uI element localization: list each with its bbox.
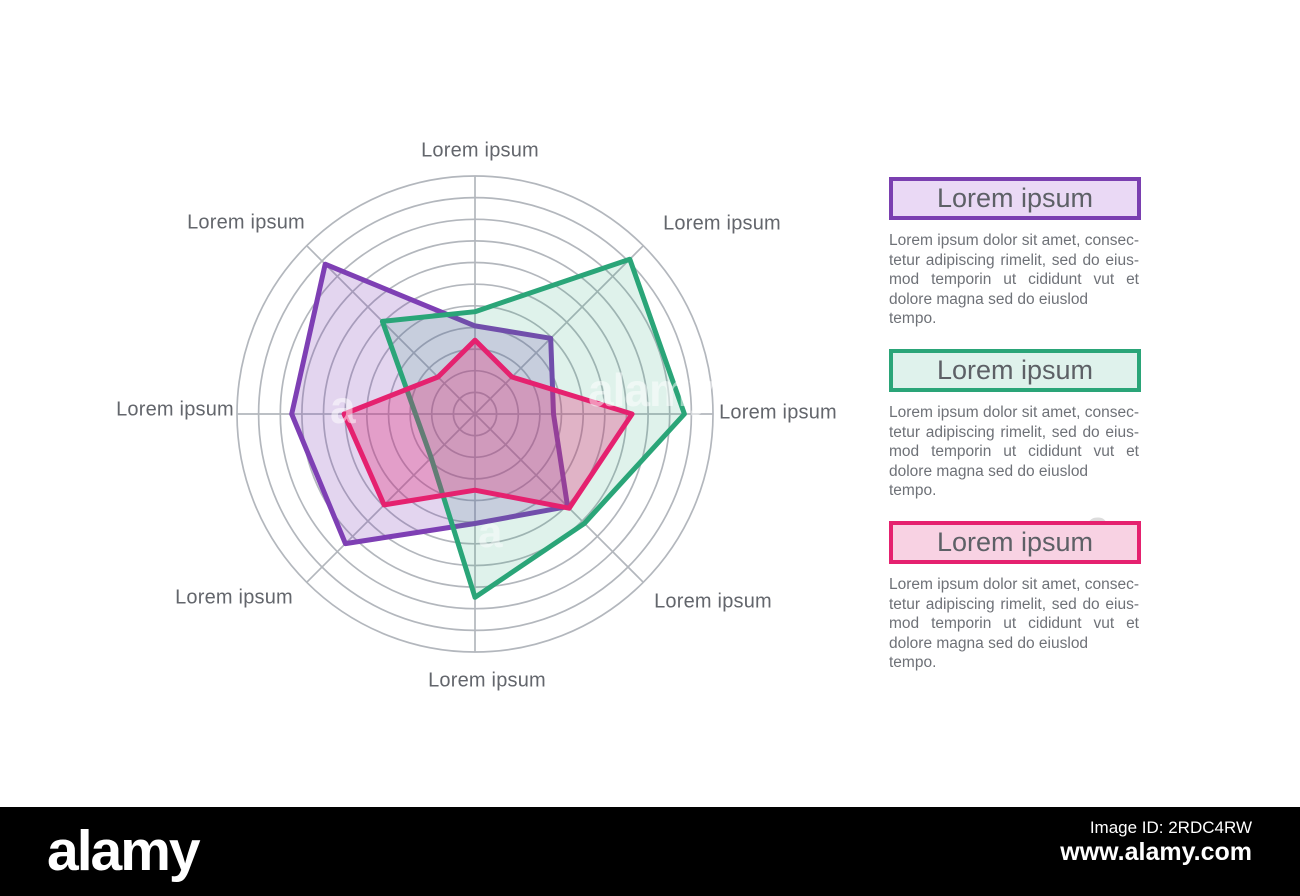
legend-body-line: dolore magna sed do eiuslod tempo. [889, 290, 1089, 328]
legend-body: Lorem ipsum dolor sit amet, consec- tetu… [889, 231, 1139, 329]
legend-title-box: Lorem ipsum [889, 349, 1141, 392]
legend-body-line: mod temporin ut cididunt vut et [889, 443, 1139, 460]
axis-label-right: Lorem ipsum [719, 401, 837, 424]
legend-card-green: Lorem ipsum Lorem ipsum dolor sit amet, … [889, 349, 1141, 501]
legend-body-line: Lorem ipsum dolor sit amet, consec- [889, 232, 1139, 249]
legend-title-box: Lorem ipsum [889, 177, 1141, 220]
axis-label-bottom: Lorem ipsum [428, 669, 546, 692]
radar-axis-spoke [306, 413, 476, 583]
legend-card-purple: Lorem ipsum Lorem ipsum dolor sit amet, … [889, 177, 1141, 329]
image-id-text: Image ID: 2RDC4RW [1089, 818, 1252, 837]
legend-card-pink: Lorem ipsum Lorem ipsum dolor sit amet, … [889, 521, 1141, 673]
alamy-url-text: www.alamy.com [1060, 838, 1252, 866]
legend-title-label: Lorem ipsum [936, 527, 1094, 557]
series-purple-polygon [289, 261, 571, 547]
legend-body-line: tetur adipiscing rimelit, sed do eius- [889, 423, 1139, 441]
radar-axis-spoke [306, 245, 476, 415]
legend-body-line: mod temporin ut cididunt vut et [889, 615, 1139, 632]
legend-body-line: tetur adipiscing rimelit, sed do eius- [889, 595, 1139, 613]
axis-label-top: Lorem ipsum [421, 139, 539, 162]
legend-body: Lorem ipsum dolor sit amet, consec- tetu… [889, 575, 1139, 673]
alamy-bar-right: Image ID: 2RDC4RW www.alamy.com [1060, 817, 1252, 866]
legend-body-line: dolore magna sed do eiuslod tempo. [889, 462, 1089, 500]
axis-label-bottom-left: Lorem ipsum [175, 586, 293, 609]
legend-body-line: Lorem ipsum dolor sit amet, consec- [889, 576, 1139, 593]
axis-label-top-left: Lorem ipsum [187, 211, 305, 234]
radar-axis-spoke [474, 413, 644, 583]
axis-label-left: Lorem ipsum [116, 398, 234, 421]
legend-title-label: Lorem ipsum [936, 355, 1094, 385]
legend-title-box: Lorem ipsum [889, 521, 1141, 564]
series-pink-polygon [341, 337, 635, 511]
legend-title-label: Lorem ipsum [936, 183, 1094, 213]
legend-body-line: tetur adipiscing rimelit, sed do eius- [889, 251, 1139, 269]
alamy-watermark-bar: alamy Image ID: 2RDC4RW www.alamy.com [0, 807, 1300, 896]
legend-body-line: dolore magna sed do eiuslod tempo. [889, 634, 1089, 672]
radar-axis-spoke [474, 245, 644, 415]
axis-label-top-right: Lorem ipsum [663, 212, 781, 235]
axis-label-bottom-right: Lorem ipsum [654, 590, 772, 613]
legend-body: Lorem ipsum dolor sit amet, consec- tetu… [889, 403, 1139, 501]
alamy-logo: alamy [47, 819, 201, 883]
series-green-polygon [379, 256, 687, 600]
legend-body-line: mod temporin ut cididunt vut et [889, 271, 1139, 288]
legend-body-line: Lorem ipsum dolor sit amet, consec- [889, 404, 1139, 421]
